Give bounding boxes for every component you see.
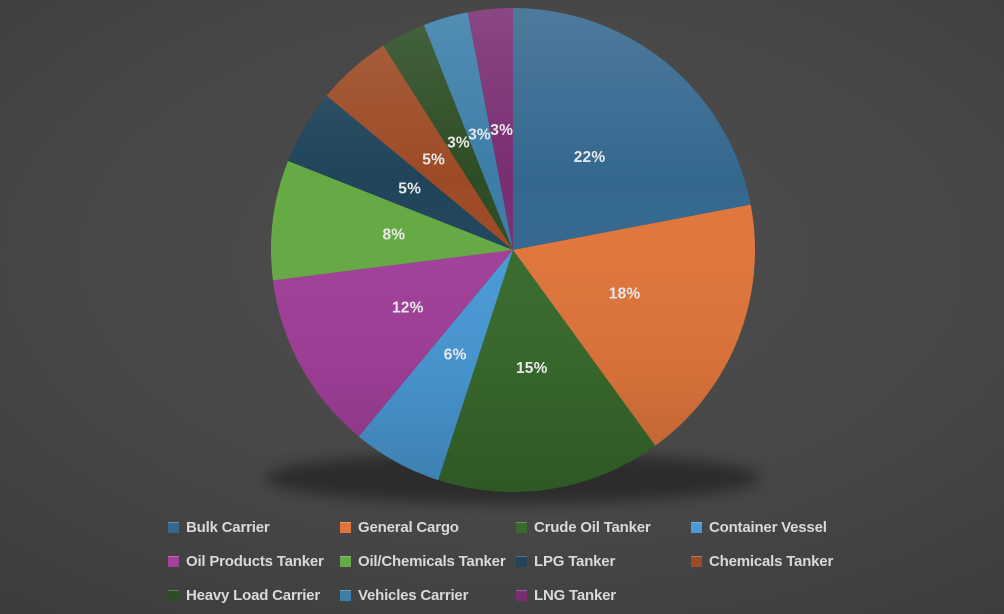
legend-label-bulk-carrier: Bulk Carrier xyxy=(186,518,270,536)
legend-swatch-oil-products-tanker xyxy=(168,555,179,567)
legend-label-lng-tanker: LNG Tanker xyxy=(534,586,616,604)
legend-label-heavy-load-carrier: Heavy Load Carrier xyxy=(186,586,320,604)
slice-label-vehicles-carrier: 3% xyxy=(468,126,491,143)
legend-swatch-crude-oil-tanker xyxy=(516,521,527,533)
slice-label-heavy-load-carrier: 3% xyxy=(447,135,470,152)
legend-item-general-cargo[interactable]: General Cargo xyxy=(340,519,516,536)
legend-label-oil-chemicals-tanker: Oil/Chemicals Tanker xyxy=(358,552,506,570)
legend-swatch-lpg-tanker xyxy=(516,555,527,567)
legend-label-general-cargo: General Cargo xyxy=(358,518,459,536)
legend-label-crude-oil-tanker: Crude Oil Tanker xyxy=(534,518,651,536)
legend-item-oil-chemicals-tanker[interactable]: Oil/Chemicals Tanker xyxy=(340,553,516,570)
legend-label-container-vessel: Container Vessel xyxy=(709,518,827,536)
chart-legend: Bulk Carrier General Cargo Crude Oil Tanke… xyxy=(168,510,896,612)
legend-label-vehicles-carrier: Vehicles Carrier xyxy=(358,586,469,604)
legend-item-heavy-load-carrier[interactable]: Heavy Load Carrier xyxy=(168,587,340,604)
slice-label-bulk-carrier: 22% xyxy=(574,149,606,166)
legend-item-crude-oil-tanker[interactable]: Crude Oil Tanker xyxy=(516,519,691,536)
legend-item-bulk-carrier[interactable]: Bulk Carrier xyxy=(168,519,340,536)
slice-label-lng-tanker: 3% xyxy=(490,122,513,139)
legend-swatch-lng-tanker xyxy=(516,589,527,601)
legend-item-lng-tanker[interactable]: LNG Tanker xyxy=(516,587,691,604)
legend-swatch-heavy-load-carrier xyxy=(168,589,179,601)
legend-label-oil-products-tanker: Oil Products Tanker xyxy=(186,552,324,570)
legend-item-vehicles-carrier[interactable]: Vehicles Carrier xyxy=(340,587,516,604)
slice-label-container-vessel: 6% xyxy=(444,347,467,364)
slice-label-oil-chemicals-tanker: 8% xyxy=(382,227,405,244)
legend-item-oil-products-tanker[interactable]: Oil Products Tanker xyxy=(168,553,340,570)
slice-label-crude-oil-tanker: 15% xyxy=(516,360,548,377)
slice-label-general-cargo: 18% xyxy=(609,286,641,303)
slice-label-chemicals-tanker: 5% xyxy=(422,152,445,169)
legend-item-lpg-tanker[interactable]: LPG Tanker xyxy=(516,553,691,570)
legend-label-lpg-tanker: LPG Tanker xyxy=(534,552,616,570)
legend-swatch-container-vessel xyxy=(691,521,702,533)
legend-swatch-general-cargo xyxy=(340,521,351,533)
legend-label-chemicals-tanker: Chemicals Tanker xyxy=(709,552,834,570)
legend-item-chemicals-tanker[interactable]: Chemicals Tanker xyxy=(691,553,896,570)
legend-item-container-vessel[interactable]: Container Vessel xyxy=(691,519,896,536)
legend-swatch-oil-chemicals-tanker xyxy=(340,555,351,567)
legend-swatch-bulk-carrier xyxy=(168,521,179,533)
legend-swatch-vehicles-carrier xyxy=(340,589,351,601)
legend-swatch-chemicals-tanker xyxy=(691,555,702,567)
slice-label-lpg-tanker: 5% xyxy=(398,180,421,197)
slice-label-oil-products-tanker: 12% xyxy=(392,299,424,316)
